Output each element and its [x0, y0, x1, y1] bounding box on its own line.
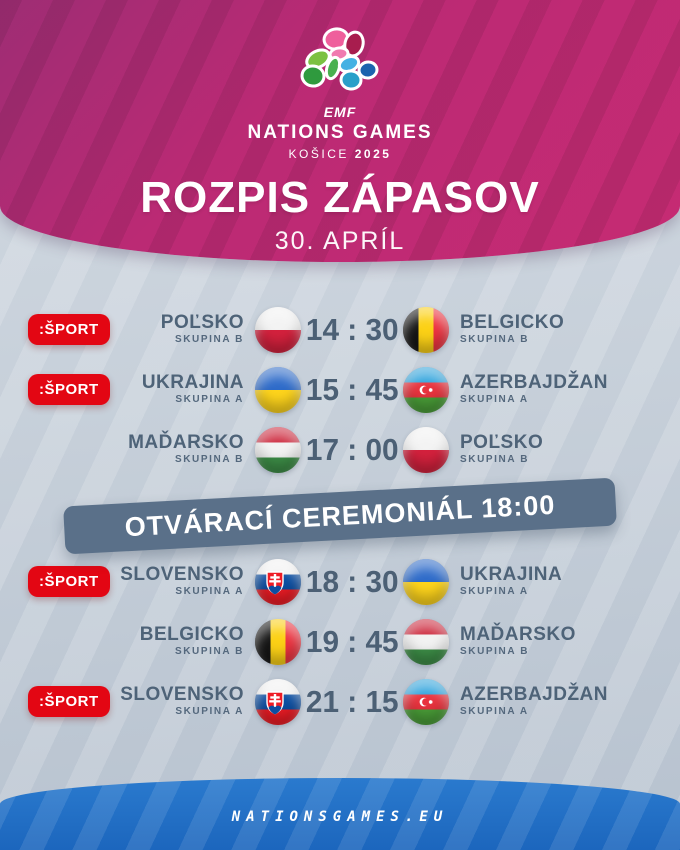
home-flag-icon	[255, 306, 301, 353]
away-team-group: SKUPINA B	[460, 454, 530, 466]
sport-tv-badge: :ŠPORT	[28, 314, 110, 345]
page-date: 30. APRÍL	[274, 227, 406, 255]
away-team-name: POĽSKO	[460, 432, 544, 454]
match-row: :ŠPORT POĽSKO SKUPINA B 14 : 30 BELGICKO…	[0, 300, 680, 359]
away-flag-icon	[403, 678, 449, 725]
away-team-group: SKUPINA A	[460, 706, 529, 718]
away-team-group: SKUPINA A	[460, 394, 529, 406]
sport-tv-badge: :ŠPORT	[28, 374, 110, 405]
match-time: 21 : 15	[305, 683, 399, 719]
ceremony-banner: OTVÁRACÍ CEREMONIÁL 18:00	[63, 477, 617, 555]
home-flag-icon	[255, 366, 301, 413]
away-team-group: SKUPINA B	[460, 334, 530, 346]
away-flag-icon	[403, 366, 449, 413]
away-team: BELGICKO SKUPINA B	[452, 313, 648, 345]
home-team-group: SKUPINA B	[174, 454, 244, 466]
home-flag-icon	[255, 558, 301, 605]
home-team: POĽSKO SKUPINA B	[112, 313, 252, 345]
match-schedule: :ŠPORT POĽSKO SKUPINA B 14 : 30 BELGICKO…	[0, 300, 680, 732]
footer-url: NATIONSGAMES.EU	[231, 809, 449, 825]
away-team: AZERBAJDŽAN SKUPINA A	[452, 685, 648, 717]
match-row: MAĎARSKO SKUPINA B 17 : 00 POĽSKO SKUPIN…	[0, 420, 680, 479]
home-team-name: POĽSKO	[160, 312, 244, 334]
home-team: UKRAJINA SKUPINA A	[112, 373, 252, 405]
home-team-name: MAĎARSKO	[128, 432, 244, 454]
home-flag-icon	[255, 678, 301, 725]
away-team-name: MAĎARSKO	[460, 624, 576, 646]
logo-emf-label: EMF	[323, 104, 357, 120]
match-row: BELGICKO SKUPINA B 19 : 45 MAĎARSKO SKUP…	[0, 612, 680, 671]
nations-games-logo-icon	[300, 27, 379, 91]
logo-city-label: KOŠICE 2025	[0, 147, 680, 161]
home-team-group: SKUPINA A	[175, 394, 244, 406]
home-flag-icon	[255, 618, 301, 665]
away-team-group: SKUPINA B	[460, 646, 530, 658]
home-team-name: SLOVENSKO	[120, 684, 244, 706]
away-team: MAĎARSKO SKUPINA B	[452, 625, 648, 657]
away-team: POĽSKO SKUPINA B	[452, 433, 648, 465]
logo-year-text: 2025	[354, 147, 392, 161]
ceremony-banner-wrap: OTVÁRACÍ CEREMONIÁL 18:00	[0, 477, 680, 555]
away-team-name: BELGICKO	[460, 312, 565, 334]
home-team: BELGICKO SKUPINA B	[112, 625, 252, 657]
home-team-name: SLOVENSKO	[120, 564, 244, 586]
match-row: :ŠPORT SLOVENSKO SKUPINA A 18 : 30 UKRAJ…	[0, 552, 680, 611]
away-team: AZERBAJDŽAN SKUPINA A	[452, 373, 648, 405]
page-title: ROZPIS ZÁPASOV	[140, 173, 540, 222]
away-team-name: AZERBAJDŽAN	[460, 372, 608, 394]
away-team-group: SKUPINA A	[460, 586, 529, 598]
home-team: SLOVENSKO SKUPINA A	[112, 685, 252, 717]
away-flag-icon	[403, 618, 449, 665]
footer: NATIONSGAMES.EU	[0, 778, 680, 850]
away-team-name: UKRAJINA	[460, 564, 563, 586]
away-flag-icon	[403, 426, 449, 473]
match-time: 15 : 45	[305, 371, 399, 407]
sport-tv-badge: :ŠPORT	[28, 566, 110, 597]
sport-tv-badge: :ŠPORT	[28, 686, 110, 717]
home-team-name: UKRAJINA	[141, 372, 244, 394]
home-team-group: SKUPINA A	[175, 586, 244, 598]
home-team-group: SKUPINA B	[174, 334, 244, 346]
home-flag-icon	[255, 426, 301, 473]
home-team-group: SKUPINA A	[175, 706, 244, 718]
match-time: 17 : 00	[305, 431, 399, 467]
match-row: :ŠPORT UKRAJINA SKUPINA A 15 : 45 AZERBA…	[0, 360, 680, 419]
match-time: 18 : 30	[305, 563, 399, 599]
away-flag-icon	[403, 306, 449, 353]
away-team-name: AZERBAJDŽAN	[460, 684, 608, 706]
home-team: SLOVENSKO SKUPINA A	[112, 565, 252, 597]
logo-name-label: NATIONS GAMES	[247, 122, 433, 143]
header: EMF NATIONS GAMES KOŠICE 2025 ROZPIS ZÁP…	[0, 0, 680, 262]
away-team: UKRAJINA SKUPINA A	[452, 565, 648, 597]
match-row: :ŠPORT SLOVENSKO SKUPINA A 21 : 15 AZERB…	[0, 672, 680, 731]
home-team-name: BELGICKO	[139, 624, 244, 646]
home-team-group: SKUPINA B	[174, 646, 244, 658]
match-time: 14 : 30	[305, 311, 399, 347]
match-time: 19 : 45	[305, 623, 399, 659]
logo-city-text: KOŠICE	[288, 147, 349, 161]
away-flag-icon	[403, 558, 449, 605]
home-team: MAĎARSKO SKUPINA B	[112, 433, 252, 465]
